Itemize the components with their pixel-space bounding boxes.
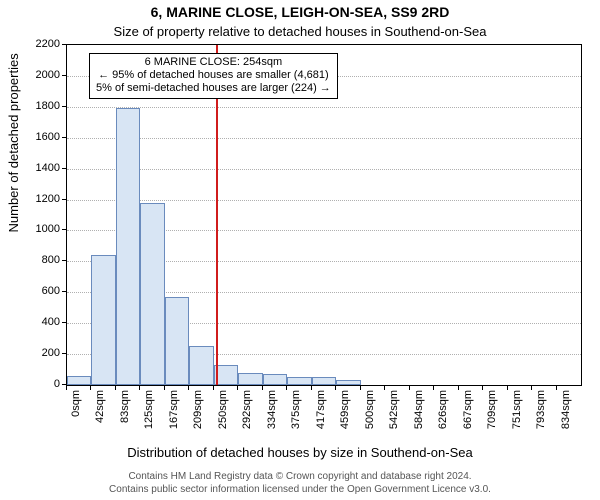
xtick-label: 209sqm bbox=[192, 390, 204, 429]
ytick-mark bbox=[62, 322, 66, 323]
xtick-mark bbox=[237, 386, 238, 390]
ytick-label: 600 bbox=[42, 285, 60, 297]
histogram-plot: 6 MARINE CLOSE: 254sqm← 95% of detached … bbox=[66, 44, 582, 386]
xtick-label: 292sqm bbox=[241, 390, 253, 429]
ytick-mark bbox=[62, 106, 66, 107]
histogram-bar bbox=[287, 377, 311, 385]
annotation-line: 5% of semi-detached houses are larger (2… bbox=[96, 82, 331, 95]
ytick-label: 400 bbox=[42, 316, 60, 328]
xtick-label: 459sqm bbox=[339, 390, 351, 429]
plot-inner: 6 MARINE CLOSE: 254sqm← 95% of detached … bbox=[67, 45, 581, 385]
ytick-label: 1200 bbox=[36, 193, 60, 205]
annotation-box: 6 MARINE CLOSE: 254sqm← 95% of detached … bbox=[89, 53, 338, 99]
xtick-label: 584sqm bbox=[413, 390, 425, 429]
xtick-label: 42sqm bbox=[94, 390, 106, 423]
ytick-mark bbox=[62, 199, 66, 200]
ytick-mark bbox=[62, 75, 66, 76]
annotation-line: ← 95% of detached houses are smaller (4,… bbox=[96, 69, 331, 82]
xtick-label: 417sqm bbox=[315, 390, 327, 429]
ytick-label: 200 bbox=[42, 347, 60, 359]
xtick-mark bbox=[507, 386, 508, 390]
ytick-mark bbox=[62, 168, 66, 169]
xtick-label: 667sqm bbox=[462, 390, 474, 429]
histogram-bar bbox=[140, 203, 164, 385]
xtick-mark bbox=[115, 386, 116, 390]
xtick-label: 125sqm bbox=[143, 390, 155, 429]
xtick-mark bbox=[90, 386, 91, 390]
ytick-mark bbox=[62, 229, 66, 230]
ytick-label: 1400 bbox=[36, 162, 60, 174]
xtick-label: 375sqm bbox=[290, 390, 302, 429]
xtick-mark bbox=[213, 386, 214, 390]
ytick-mark bbox=[62, 137, 66, 138]
histogram-bar bbox=[116, 108, 140, 385]
xtick-mark bbox=[139, 386, 140, 390]
y-axis-label: Number of detached properties bbox=[6, 53, 21, 232]
histogram-bar bbox=[263, 374, 287, 385]
xtick-mark bbox=[384, 386, 385, 390]
histogram-bar bbox=[67, 376, 91, 385]
ytick-label: 0 bbox=[54, 378, 60, 390]
ytick-mark bbox=[62, 44, 66, 45]
ytick-label: 800 bbox=[42, 254, 60, 266]
gridline bbox=[67, 200, 581, 201]
ytick-mark bbox=[62, 384, 66, 385]
xtick-label: 751sqm bbox=[511, 390, 523, 429]
xtick-label: 83sqm bbox=[119, 390, 131, 423]
xtick-label: 0sqm bbox=[70, 390, 82, 417]
xtick-mark bbox=[335, 386, 336, 390]
histogram-bar bbox=[189, 346, 213, 385]
ytick-mark bbox=[62, 353, 66, 354]
xtick-label: 542sqm bbox=[388, 390, 400, 429]
footer-line: Contains public sector information licen… bbox=[0, 484, 600, 497]
histogram-bar bbox=[91, 255, 115, 385]
xtick-mark bbox=[286, 386, 287, 390]
gridline bbox=[67, 107, 581, 108]
xtick-label: 334sqm bbox=[266, 390, 278, 429]
xtick-mark bbox=[433, 386, 434, 390]
histogram-bar bbox=[238, 373, 262, 385]
gridline bbox=[67, 138, 581, 139]
ytick-mark bbox=[62, 291, 66, 292]
histogram-bar bbox=[336, 380, 360, 385]
xtick-label: 250sqm bbox=[217, 390, 229, 429]
gridline bbox=[67, 169, 581, 170]
xtick-mark bbox=[531, 386, 532, 390]
xtick-mark bbox=[311, 386, 312, 390]
xtick-label: 709sqm bbox=[486, 390, 498, 429]
histogram-bar bbox=[312, 377, 336, 385]
xtick-label: 500sqm bbox=[364, 390, 376, 429]
xtick-label: 834sqm bbox=[560, 390, 572, 429]
xtick-label: 167sqm bbox=[168, 390, 180, 429]
histogram-bar bbox=[165, 297, 189, 385]
ytick-label: 2000 bbox=[36, 69, 60, 81]
annotation-line: 6 MARINE CLOSE: 254sqm bbox=[96, 56, 331, 69]
ytick-label: 2200 bbox=[36, 38, 60, 50]
x-axis-label: Distribution of detached houses by size … bbox=[0, 445, 600, 460]
xtick-label: 626sqm bbox=[437, 390, 449, 429]
page-title: 6, MARINE CLOSE, LEIGH-ON-SEA, SS9 2RD bbox=[0, 4, 600, 20]
xtick-mark bbox=[360, 386, 361, 390]
xtick-mark bbox=[66, 386, 67, 390]
page-subtitle: Size of property relative to detached ho… bbox=[0, 24, 600, 39]
xtick-mark bbox=[482, 386, 483, 390]
xtick-mark bbox=[188, 386, 189, 390]
ytick-label: 1600 bbox=[36, 131, 60, 143]
xtick-mark bbox=[409, 386, 410, 390]
ytick-mark bbox=[62, 260, 66, 261]
xtick-label: 793sqm bbox=[535, 390, 547, 429]
xtick-mark bbox=[458, 386, 459, 390]
xtick-mark bbox=[164, 386, 165, 390]
footer-line: Contains HM Land Registry data © Crown c… bbox=[0, 471, 600, 484]
xtick-mark bbox=[556, 386, 557, 390]
xtick-mark bbox=[262, 386, 263, 390]
ytick-label: 1800 bbox=[36, 100, 60, 112]
ytick-label: 1000 bbox=[36, 223, 60, 235]
footer-credits: Contains HM Land Registry data © Crown c… bbox=[0, 471, 600, 496]
